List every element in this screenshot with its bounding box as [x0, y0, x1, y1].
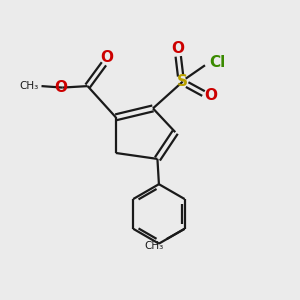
Text: Cl: Cl: [209, 55, 226, 70]
Text: O: O: [172, 41, 185, 56]
Text: S: S: [177, 74, 188, 89]
Text: CH₃: CH₃: [144, 241, 164, 250]
Text: O: O: [100, 50, 113, 65]
Text: O: O: [54, 80, 67, 95]
Text: O: O: [204, 88, 218, 103]
Text: CH₃: CH₃: [19, 81, 38, 91]
